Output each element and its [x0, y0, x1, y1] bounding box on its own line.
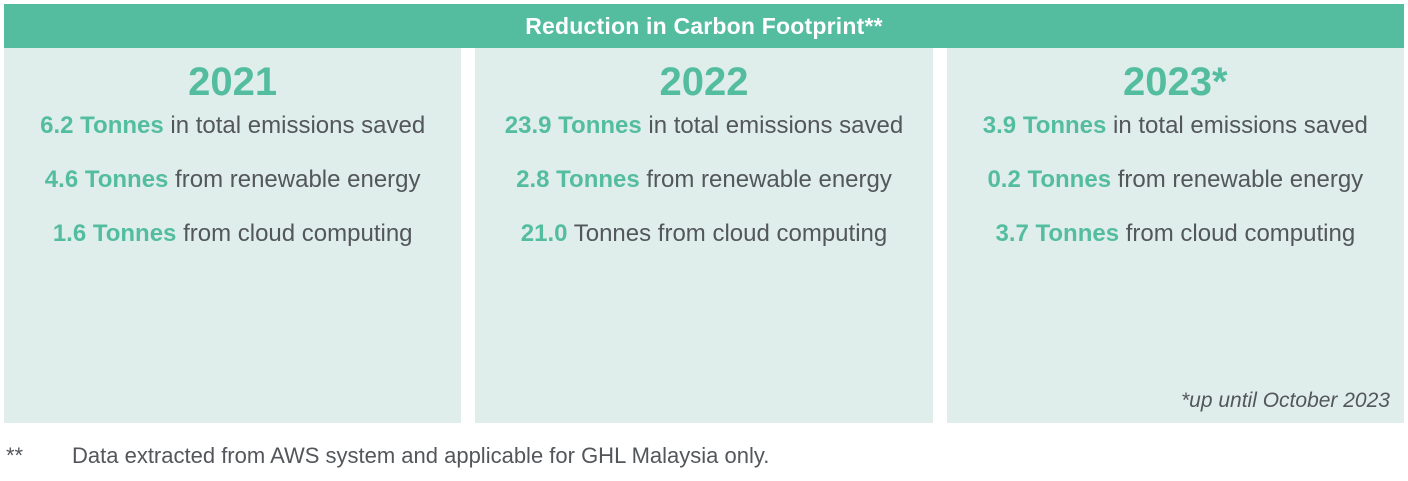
stat-cloud-computing: 1.6 Tonnes from cloud computing [53, 218, 413, 250]
stat-cloud-computing: 21.0 Tonnes from cloud computing [521, 218, 887, 250]
year-label: 2023* [1123, 60, 1228, 104]
stat-total-emissions: 23.9 Tonnes in total emissions saved [505, 110, 903, 142]
stat-cloud-computing: 3.7 Tonnes from cloud computing [995, 218, 1355, 250]
stat-renewable-energy: 4.6 Tonnes from renewable energy [45, 164, 421, 196]
page-title: Reduction in Carbon Footprint** [525, 12, 883, 39]
stat-label: in total emissions saved [163, 112, 426, 140]
stat-renewable-energy: 2.8 Tonnes from renewable energy [516, 164, 892, 196]
stat-value: 2.8 Tonnes [516, 165, 640, 193]
stat-value: 23.9 Tonnes [504, 112, 642, 140]
stat-label: from cloud computing [176, 219, 413, 247]
card-footnote-asterisk: *up until October 2023 [1181, 389, 1390, 412]
stat-value: 3.9 Tonnes [982, 112, 1107, 140]
year-card-2022: 2022 23.9 Tonnes in total emissions save… [475, 48, 933, 423]
stat-label: from renewable energy [1111, 165, 1364, 193]
stat-renewable-energy: 0.2 Tonnes from renewable energy [987, 164, 1363, 196]
stat-label: from renewable energy [168, 165, 421, 193]
stat-value: 6.2 Tonnes [40, 112, 164, 140]
stat-label: from cloud computing [1119, 219, 1356, 247]
stat-value: 4.6 Tonnes [44, 165, 169, 193]
footnote-marker: ** [6, 443, 24, 468]
stat-value: 1.6 Tonnes [52, 219, 177, 247]
stat-total-emissions: 6.2 Tonnes in total emissions saved [40, 110, 425, 142]
year-label: 2022 [659, 60, 749, 104]
stat-value: 3.7 Tonnes [995, 219, 1120, 247]
stat-total-emissions: 3.9 Tonnes in total emissions saved [983, 110, 1368, 142]
footnote: ** Data extracted from AWS system and ap… [6, 443, 1402, 469]
stat-label: in total emissions saved [641, 112, 904, 140]
stat-label: from renewable energy [639, 165, 892, 193]
year-card-2023: 2023* 3.9 Tonnes in total emissions save… [946, 48, 1404, 423]
footnote-text: Data extracted from AWS system and appli… [72, 443, 770, 468]
stat-label: in total emissions saved [1106, 112, 1368, 140]
year-card-2021: 2021 6.2 Tonnes in total emissions saved… [4, 48, 462, 423]
year-label: 2021 [188, 60, 278, 104]
stat-value: 0.2 Tonnes [987, 165, 1112, 193]
stat-label: Tonnes from cloud computing [567, 219, 888, 247]
header-bar: Reduction in Carbon Footprint** [4, 4, 1404, 48]
stat-value: 21.0 [520, 219, 568, 247]
year-cards-row: 2021 6.2 Tonnes in total emissions saved… [4, 48, 1404, 423]
